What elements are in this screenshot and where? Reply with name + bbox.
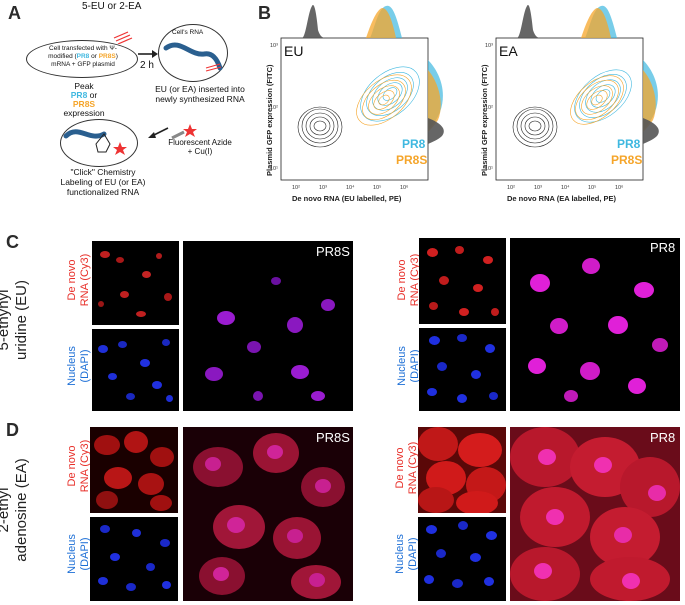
micrograph-eu-pr8s-rna [92,241,179,325]
merge-tag-d-left: PR8S [316,430,350,445]
x-axis-label-eu: De novo RNA (EU labelled, PE) [292,194,402,203]
x-tick: 10⁴ [561,184,570,191]
legend-pr8: PR8 [617,137,641,151]
panel-a-letter: A [8,3,21,23]
incubation-time: 2 h [140,60,154,71]
arrow-left-icon [148,127,169,138]
click-chemistry-text: "Click" Chemistry Labeling of EU (or EA)… [60,167,146,197]
panel-b-letter: B [258,3,271,23]
x-axis-label-ea: De novo RNA (EA labelled, PE) [507,194,617,203]
labeled-rna-icon [63,129,127,155]
x-tick: 10⁴ [346,184,355,191]
ea-tag: EA [499,43,518,59]
peak-expression-text: Peak PR8 or PR8S expression [63,81,105,118]
y-axis-label-ea: Plasmid GFP expression (FITC) [480,64,489,176]
micrograph-eu-pr8s-merge [183,241,353,411]
micrograph-ea-pr8-dapi [418,517,506,601]
legend-pr8: PR8 [402,137,426,151]
row-label-eu: 5-ethynyl uridine (EU) [0,279,30,361]
reagent-label: 5-EU or 2-EA [82,1,142,12]
click-oval [60,119,138,167]
flow-plot-eu: EU PR8 PR8S 10³ 10² 10¹ 10² 10³ 10⁴ 10⁵ … [265,5,444,203]
arrow-right-icon [138,50,158,58]
y-tick: 10³ [270,43,278,49]
label-dapi-c-left: Nucleus (DAPI) [66,346,91,386]
panel-d-letter: D [6,420,19,440]
flow-cytometry-figure: EU PR8 PR8S 10³ 10² 10¹ 10² 10³ 10⁴ 10⁵ … [265,5,659,203]
y-tick: 10² [485,105,493,111]
y-tick: 10¹ [270,166,278,172]
azide-text: Fluorescent Azide + Cu(I) [168,138,232,156]
merge-tag-c-left: PR8S [316,244,350,259]
legend-pr8s: PR8S [611,153,642,167]
x-tick: 10² [507,185,515,191]
cells-rna-label: Cell's RNA [172,29,204,36]
merge-tag-c-right: PR8 [650,240,676,255]
legend-pr8s: PR8S [396,153,427,167]
micrograph-ea-pr8-merge [510,427,680,601]
label-rna-c-left: De novo RNA (Cy3) [66,253,91,307]
x-tick: 10² [292,185,300,191]
merge-tag-d-right: PR8 [650,430,676,445]
transfection-oval [26,40,138,78]
micrograph-eu-pr8s-dapi [92,329,179,411]
x-tick: 10³ [319,185,327,191]
y-tick: 10² [270,105,278,111]
micrograph-ea-pr8s-dapi [90,517,178,601]
x-tick: 10⁵ [588,184,596,191]
micrograph-eu-pr8-rna [419,238,506,324]
y-tick: 10¹ [485,166,493,172]
x-tick: 10⁵ [373,184,381,191]
micrograph-eu-pr8-dapi [419,328,506,411]
y-axis-label-eu: Plasmid GFP expression (FITC) [265,64,274,176]
y-tick: 10³ [485,43,493,49]
micrograph-ea-pr8s-rna [90,427,178,513]
transfection-text: Cell transfected with Ψ- modified (PR8 o… [48,45,118,68]
x-tick: 10⁶ [400,184,408,191]
insertion-text: EU (or EA) inserted into newly synthesiz… [155,84,245,104]
micrograph-eu-pr8-merge [510,238,680,411]
panel-c-letter: C [6,232,19,252]
cell-oval [158,24,228,82]
micrograph-ea-pr8-rna [418,427,506,513]
rna-strand-icon [163,42,223,72]
row-label-ea: 2-ethyl adenosine (EA) [0,458,30,562]
x-tick: 10³ [534,185,542,191]
flow-plot-ea: EA PR8 PR8S 10³ 10² 10¹ 10² 10³ 10⁴ 10⁵ … [480,5,659,203]
eu-tag: EU [284,43,303,59]
azide-icon [171,124,197,140]
micrograph-ea-pr8s-merge [183,427,353,601]
reagent-icon [113,31,133,44]
x-tick: 10⁶ [615,184,623,191]
